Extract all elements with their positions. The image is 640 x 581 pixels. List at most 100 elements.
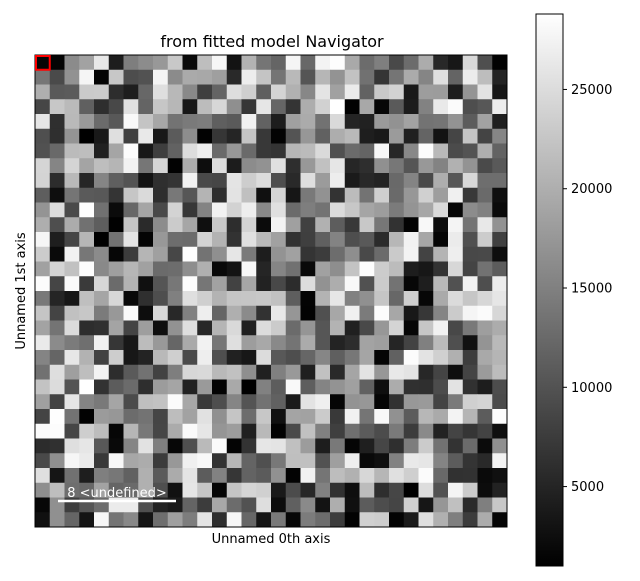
- heatmap-cell[interactable]: [271, 202, 287, 218]
- heatmap-cell[interactable]: [374, 497, 390, 513]
- heatmap-cell[interactable]: [79, 276, 95, 292]
- heatmap-cell[interactable]: [403, 394, 419, 410]
- heatmap-cell[interactable]: [241, 276, 257, 292]
- heatmap-cell[interactable]: [182, 143, 198, 159]
- heatmap-cell[interactable]: [49, 261, 65, 277]
- heatmap-cell[interactable]: [448, 438, 464, 454]
- heatmap-cell[interactable]: [256, 438, 272, 454]
- heatmap-cell[interactable]: [94, 55, 110, 71]
- heatmap-cell[interactable]: [462, 409, 478, 425]
- heatmap-cell[interactable]: [477, 453, 493, 469]
- heatmap-cell[interactable]: [389, 158, 405, 174]
- heatmap-cell[interactable]: [108, 276, 124, 292]
- heatmap-cell[interactable]: [167, 423, 183, 439]
- heatmap-cell[interactable]: [389, 276, 405, 292]
- heatmap-cell[interactable]: [477, 261, 493, 277]
- heatmap-cell[interactable]: [403, 173, 419, 189]
- heatmap-cell[interactable]: [477, 114, 493, 130]
- heatmap-cell[interactable]: [108, 379, 124, 395]
- heatmap-cell[interactable]: [197, 187, 213, 203]
- heatmap-cell[interactable]: [271, 69, 287, 85]
- heatmap-cell[interactable]: [403, 512, 419, 528]
- heatmap-cell[interactable]: [35, 497, 51, 513]
- heatmap-cell[interactable]: [433, 305, 449, 321]
- heatmap-cell[interactable]: [167, 468, 183, 484]
- heatmap-cell[interactable]: [212, 423, 228, 439]
- heatmap-cell[interactable]: [477, 364, 493, 380]
- heatmap-cell[interactable]: [359, 320, 375, 336]
- heatmap-cell[interactable]: [374, 364, 390, 380]
- heatmap-cell[interactable]: [374, 99, 390, 115]
- heatmap-cell[interactable]: [300, 143, 316, 159]
- heatmap-cell[interactable]: [138, 232, 154, 248]
- heatmap-cell[interactable]: [492, 335, 508, 351]
- heatmap-cell[interactable]: [167, 438, 183, 454]
- heatmap-cell[interactable]: [271, 379, 287, 395]
- heatmap-cell[interactable]: [433, 55, 449, 71]
- heatmap-cell[interactable]: [79, 453, 95, 469]
- heatmap-cell[interactable]: [330, 69, 346, 85]
- heatmap-cell[interactable]: [285, 438, 301, 454]
- heatmap-cell[interactable]: [374, 468, 390, 484]
- heatmap-cell[interactable]: [403, 320, 419, 336]
- heatmap-cell[interactable]: [256, 482, 272, 498]
- heatmap-cell[interactable]: [256, 468, 272, 484]
- heatmap-cell[interactable]: [462, 423, 478, 439]
- heatmap-cell[interactable]: [418, 232, 434, 248]
- heatmap-cell[interactable]: [477, 187, 493, 203]
- heatmap-cell[interactable]: [359, 438, 375, 454]
- heatmap-cell[interactable]: [212, 232, 228, 248]
- heatmap-cell[interactable]: [315, 394, 331, 410]
- heatmap-cell[interactable]: [182, 114, 198, 130]
- heatmap-cell[interactable]: [123, 335, 139, 351]
- heatmap-cell[interactable]: [49, 276, 65, 292]
- heatmap-cell[interactable]: [197, 173, 213, 189]
- heatmap-cell[interactable]: [271, 468, 287, 484]
- heatmap-cell[interactable]: [448, 158, 464, 174]
- heatmap-cell[interactable]: [212, 468, 228, 484]
- heatmap-cell[interactable]: [285, 99, 301, 115]
- heatmap-cell[interactable]: [167, 291, 183, 307]
- heatmap-cell[interactable]: [35, 202, 51, 218]
- heatmap-cell[interactable]: [182, 187, 198, 203]
- heatmap-cell[interactable]: [403, 217, 419, 233]
- heatmap-cell[interactable]: [35, 423, 51, 439]
- heatmap-cell[interactable]: [477, 468, 493, 484]
- heatmap-cell[interactable]: [241, 217, 257, 233]
- heatmap-cell[interactable]: [330, 350, 346, 366]
- heatmap-cell[interactable]: [389, 99, 405, 115]
- heatmap-cell[interactable]: [477, 379, 493, 395]
- heatmap-cell[interactable]: [241, 55, 257, 71]
- heatmap-cell[interactable]: [153, 187, 169, 203]
- heatmap-cell[interactable]: [35, 394, 51, 410]
- heatmap-cell[interactable]: [94, 453, 110, 469]
- heatmap-cell[interactable]: [433, 512, 449, 528]
- heatmap-cell[interactable]: [94, 187, 110, 203]
- heatmap-cell[interactable]: [374, 379, 390, 395]
- heatmap-cell[interactable]: [182, 128, 198, 144]
- heatmap-cell[interactable]: [315, 364, 331, 380]
- heatmap-cell[interactable]: [256, 291, 272, 307]
- heatmap-cell[interactable]: [418, 291, 434, 307]
- heatmap-cell[interactable]: [138, 143, 154, 159]
- heatmap-cell[interactable]: [433, 320, 449, 336]
- heatmap-cell[interactable]: [492, 143, 508, 159]
- heatmap-cell[interactable]: [389, 173, 405, 189]
- heatmap-cell[interactable]: [167, 187, 183, 203]
- heatmap-cell[interactable]: [94, 128, 110, 144]
- heatmap-cell[interactable]: [49, 128, 65, 144]
- heatmap-cell[interactable]: [212, 158, 228, 174]
- heatmap-cell[interactable]: [64, 232, 80, 248]
- heatmap-cell[interactable]: [123, 320, 139, 336]
- heatmap-cell[interactable]: [477, 84, 493, 100]
- heatmap-cell[interactable]: [477, 158, 493, 174]
- heatmap-cell[interactable]: [300, 55, 316, 71]
- heatmap-cell[interactable]: [448, 453, 464, 469]
- heatmap-cell[interactable]: [315, 99, 331, 115]
- heatmap-cell[interactable]: [94, 291, 110, 307]
- heatmap-cell[interactable]: [403, 276, 419, 292]
- heatmap-cell[interactable]: [256, 232, 272, 248]
- heatmap-cell[interactable]: [403, 187, 419, 203]
- heatmap-cell[interactable]: [448, 305, 464, 321]
- heatmap-cell[interactable]: [256, 261, 272, 277]
